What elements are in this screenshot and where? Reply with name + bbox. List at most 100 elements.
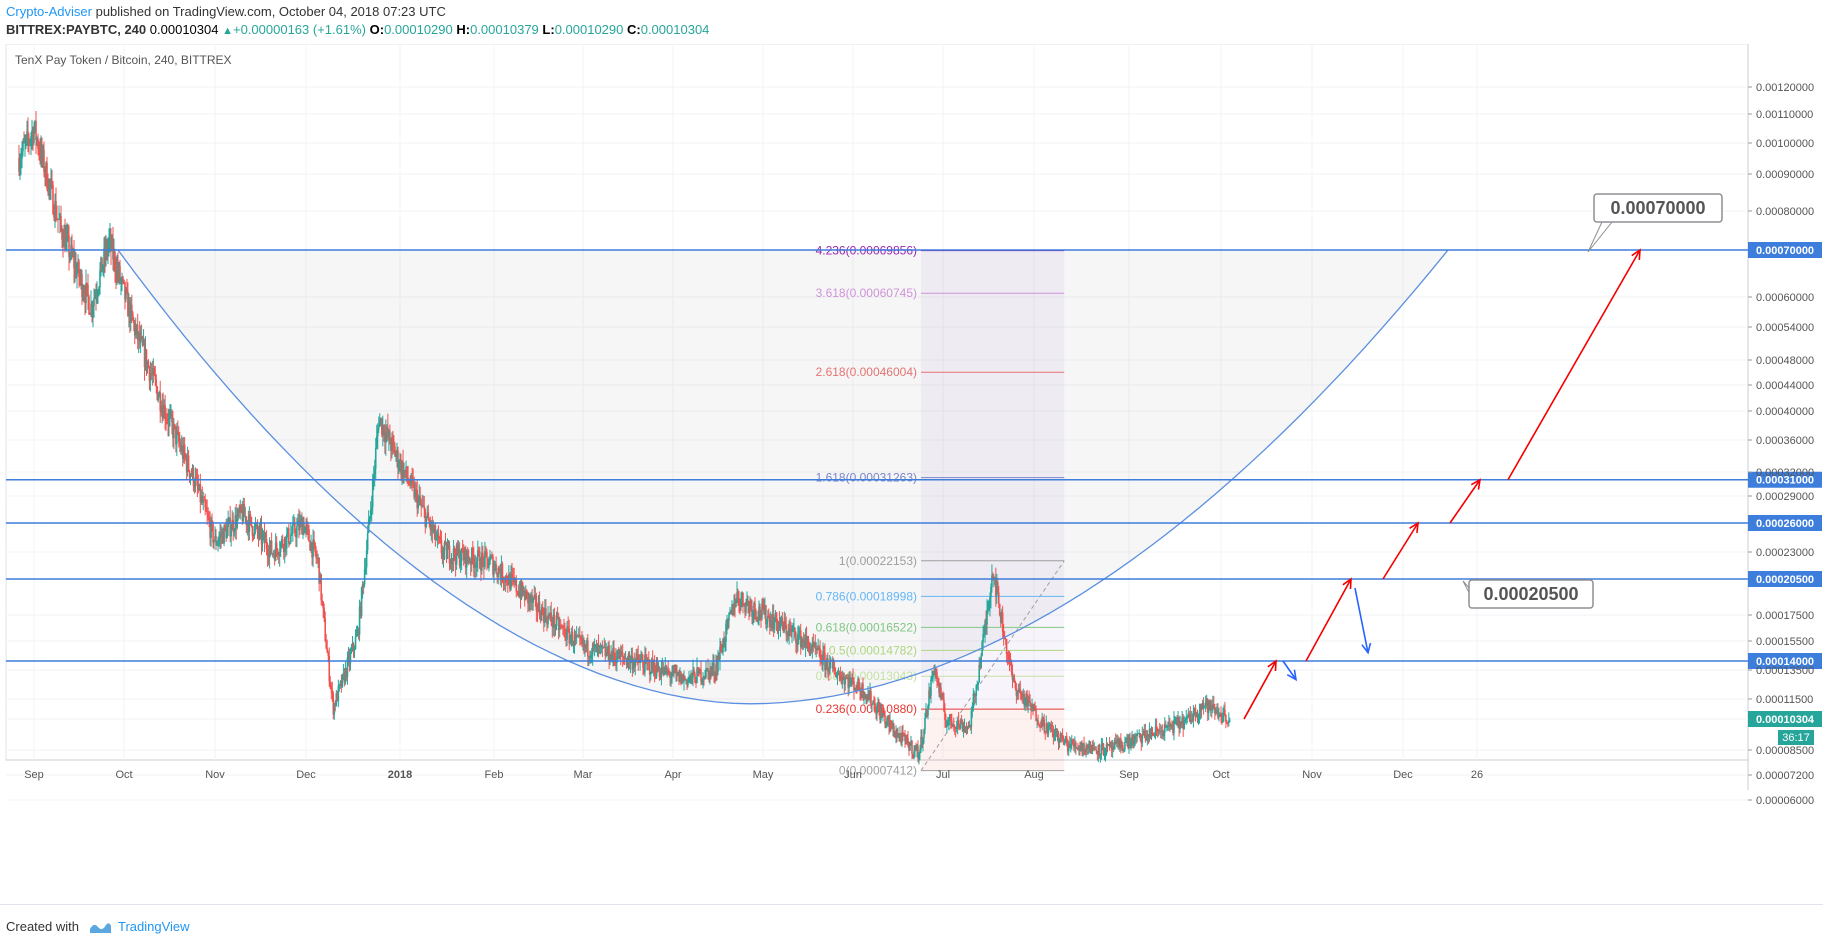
candle-body: [619, 650, 622, 655]
candle-body: [945, 719, 947, 728]
candle-body: [768, 616, 771, 628]
candle-body: [1088, 741, 1090, 748]
candle-body: [1149, 728, 1152, 738]
candle-body: [904, 736, 906, 742]
candle-body: [627, 654, 630, 661]
candle-body: [472, 557, 475, 568]
candle-body: [883, 714, 885, 716]
candle-body: [353, 649, 356, 651]
candle-body: [1209, 705, 1212, 711]
candle-body: [233, 531, 236, 533]
candle-body: [1196, 712, 1199, 717]
blue-projection-arrow-head: [1361, 642, 1372, 655]
candle-body: [686, 679, 688, 685]
candle-body: [129, 301, 131, 323]
candle-body: [1053, 735, 1056, 738]
candle-body: [978, 664, 981, 683]
candle-body: [22, 141, 24, 152]
candle-body: [833, 667, 836, 674]
candle-body: [1005, 639, 1008, 654]
candle-body: [497, 567, 500, 577]
candle-body: [135, 324, 138, 329]
candle-body: [397, 449, 399, 469]
candle-body: [515, 579, 518, 592]
candle-body: [373, 468, 376, 475]
candle-body: [361, 584, 364, 588]
candle-body: [762, 603, 764, 607]
price-tick-label: 0.00023000: [1756, 547, 1814, 559]
candle-body: [659, 676, 662, 678]
candle-body: [613, 647, 615, 657]
candle-body: [415, 488, 417, 491]
candle-body: [514, 579, 516, 583]
candle-body: [834, 673, 837, 678]
candle-body: [788, 628, 790, 637]
level-tag: [1748, 653, 1822, 669]
candle-body: [734, 602, 736, 608]
candle-body: [554, 626, 557, 629]
candle-body: [909, 745, 911, 751]
candle-body: [165, 419, 167, 421]
candle-body: [930, 679, 932, 696]
candle-body: [519, 590, 522, 599]
candle-body: [998, 603, 1001, 616]
candle-body: [1000, 612, 1003, 623]
candle-body: [294, 522, 296, 534]
level-tag-label: 0.00031000: [1756, 475, 1814, 487]
candle-body: [96, 295, 98, 297]
candle-body: [444, 542, 447, 544]
candle-body: [300, 519, 302, 521]
candle-body: [447, 545, 450, 550]
candle-body: [304, 527, 306, 534]
price-tick-label: 0.00110000: [1756, 109, 1813, 121]
fib-level-label: 0.786(0.00018998): [816, 589, 917, 603]
candle-body: [1180, 721, 1182, 725]
candle-body: [1084, 750, 1086, 753]
candle-body: [955, 726, 958, 730]
candle-body: [773, 621, 776, 630]
candle-body: [535, 596, 538, 611]
candle-body: [1094, 748, 1097, 750]
candle-body: [473, 563, 476, 568]
candle-body: [259, 526, 262, 529]
candle-body: [805, 636, 808, 642]
candle-body: [1179, 721, 1181, 729]
candle-body: [400, 459, 402, 475]
author-link[interactable]: Crypto-Adviser: [6, 4, 92, 19]
tradingview-link[interactable]: TradingView: [118, 919, 190, 934]
candle-body: [485, 551, 487, 553]
candle-body: [179, 445, 182, 452]
candle-body: [130, 304, 132, 323]
candle-body: [131, 304, 133, 313]
candle-body: [376, 428, 379, 437]
candle-body: [952, 724, 955, 727]
candle-body: [213, 540, 215, 543]
candle-body: [876, 707, 878, 714]
candle-body: [988, 608, 990, 610]
last-price: 0.00010304: [149, 22, 219, 37]
candle-body: [593, 645, 596, 647]
candle-body: [419, 496, 422, 504]
candle-body: [692, 669, 694, 679]
candle-body: [744, 605, 746, 613]
candle-body: [1020, 692, 1023, 694]
candle-body: [480, 568, 482, 571]
candle-body: [895, 731, 897, 737]
candle-body: [759, 606, 761, 616]
candle-body: [697, 668, 699, 670]
candle-body: [728, 613, 730, 621]
candle-body: [984, 620, 986, 634]
time-tick-label: May: [753, 769, 774, 781]
price-chart[interactable]: 4.236(0.00069856)3.618(0.00060745)2.618(…: [0, 44, 1823, 904]
candle-body: [367, 519, 370, 534]
candle-body: [626, 660, 629, 665]
candle-body: [987, 608, 989, 611]
red-projection-arrow-shaft: [1243, 660, 1277, 720]
candle-body: [110, 235, 112, 251]
candle-body: [589, 656, 592, 659]
candle-body: [120, 280, 122, 282]
candle-body: [332, 693, 335, 715]
candle-body: [667, 670, 669, 672]
candle-body: [88, 296, 90, 314]
time-tick-label: Jul: [936, 769, 950, 781]
